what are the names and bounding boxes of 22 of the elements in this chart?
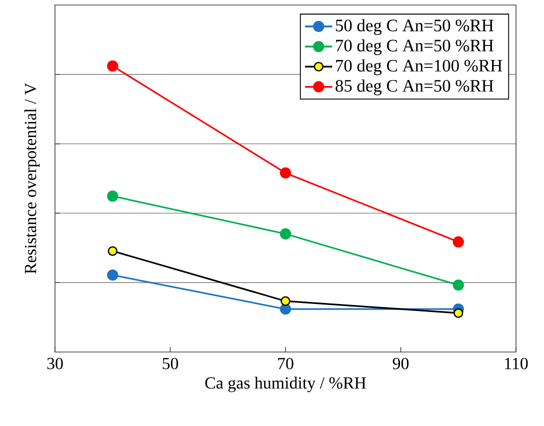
point [107,269,118,281]
point [107,190,118,202]
legend-label: 70 deg C An=100 %RH [336,59,502,76]
x-tick-label: 50 [162,358,178,370]
x-tick-label: 110 [505,358,528,370]
x-tick-label: 30 [47,358,63,370]
x-tick-label: 70 [278,358,294,370]
x-tick-label: 90 [392,358,409,370]
x-axis-title: Ca gas humidity / %RH [205,376,366,392]
y-axis-title: Resistance overpotential / V [24,82,40,274]
point [280,296,290,306]
point [452,236,464,248]
point [108,246,118,256]
point [280,304,292,315]
point [452,279,464,291]
legend-label: 85 deg C An=50 %RH [336,79,494,96]
legend-label: 70 deg C An=50 %RH [336,39,494,56]
point [107,60,118,72]
point [280,167,292,179]
point [280,228,292,240]
legend-label: 50 deg C An=50 %RH [336,19,494,35]
point [454,308,464,318]
